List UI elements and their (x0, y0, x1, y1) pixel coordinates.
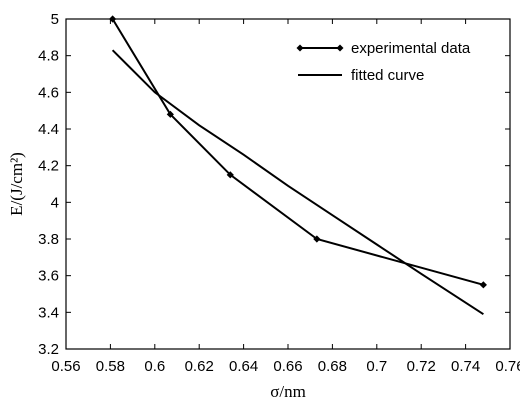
x-tick-label: 0.76 (495, 358, 520, 375)
axis-ticks (65, 18, 511, 350)
series-line-fitted-curve (111, 49, 484, 316)
data-point-marker (109, 15, 117, 23)
legend-label-experimental: experimental data (351, 40, 471, 57)
legend-label-fitted: fitted curve (351, 67, 424, 84)
x-tick-label: 0.6 (144, 358, 165, 375)
data-point-marker (479, 281, 487, 289)
y-tick-label: 4.4 (38, 121, 59, 138)
series-layer (109, 15, 487, 316)
y-tick-label: 3.6 (38, 268, 59, 285)
legend: experimental data fitted curve (288, 38, 502, 94)
y-tick-label: 4.6 (38, 84, 59, 101)
legend-marker-experimental-left (296, 44, 304, 52)
axis-tick-labels: 0.56 0.58 0.6 0.62 0.64 0.66 0.68 0.7 0.72 0.74 0.… (38, 11, 520, 375)
x-tick-label: 0.74 (451, 358, 480, 375)
data-point-marker (166, 110, 174, 118)
y-tick-label: 3.4 (38, 304, 59, 321)
y-tick-label: 4 (51, 194, 59, 211)
x-tick-label: 0.56 (51, 358, 80, 375)
data-point-marker (313, 235, 321, 243)
y-axis-title: E/(J/cm²) (7, 152, 26, 216)
y-tick-label: 5 (51, 11, 59, 28)
x-tick-label: 0.66 (273, 358, 302, 375)
x-tick-label: 0.72 (407, 358, 436, 375)
legend-marker-experimental-right (336, 44, 344, 52)
y-tick-label: 3.8 (38, 231, 59, 248)
y-tick-label: 3.2 (38, 341, 59, 358)
x-tick-label: 0.68 (318, 358, 347, 375)
y-tick-label: 4.2 (38, 158, 59, 175)
data-point-marker (226, 171, 234, 179)
x-tick-label: 0.62 (185, 358, 214, 375)
y-tick-label: 4.8 (38, 48, 59, 65)
x-tick-label: 0.7 (366, 358, 387, 375)
x-tick-label: 0.58 (96, 358, 125, 375)
x-tick-label: 0.64 (229, 358, 258, 375)
x-axis-title: σ/nm (270, 382, 306, 401)
